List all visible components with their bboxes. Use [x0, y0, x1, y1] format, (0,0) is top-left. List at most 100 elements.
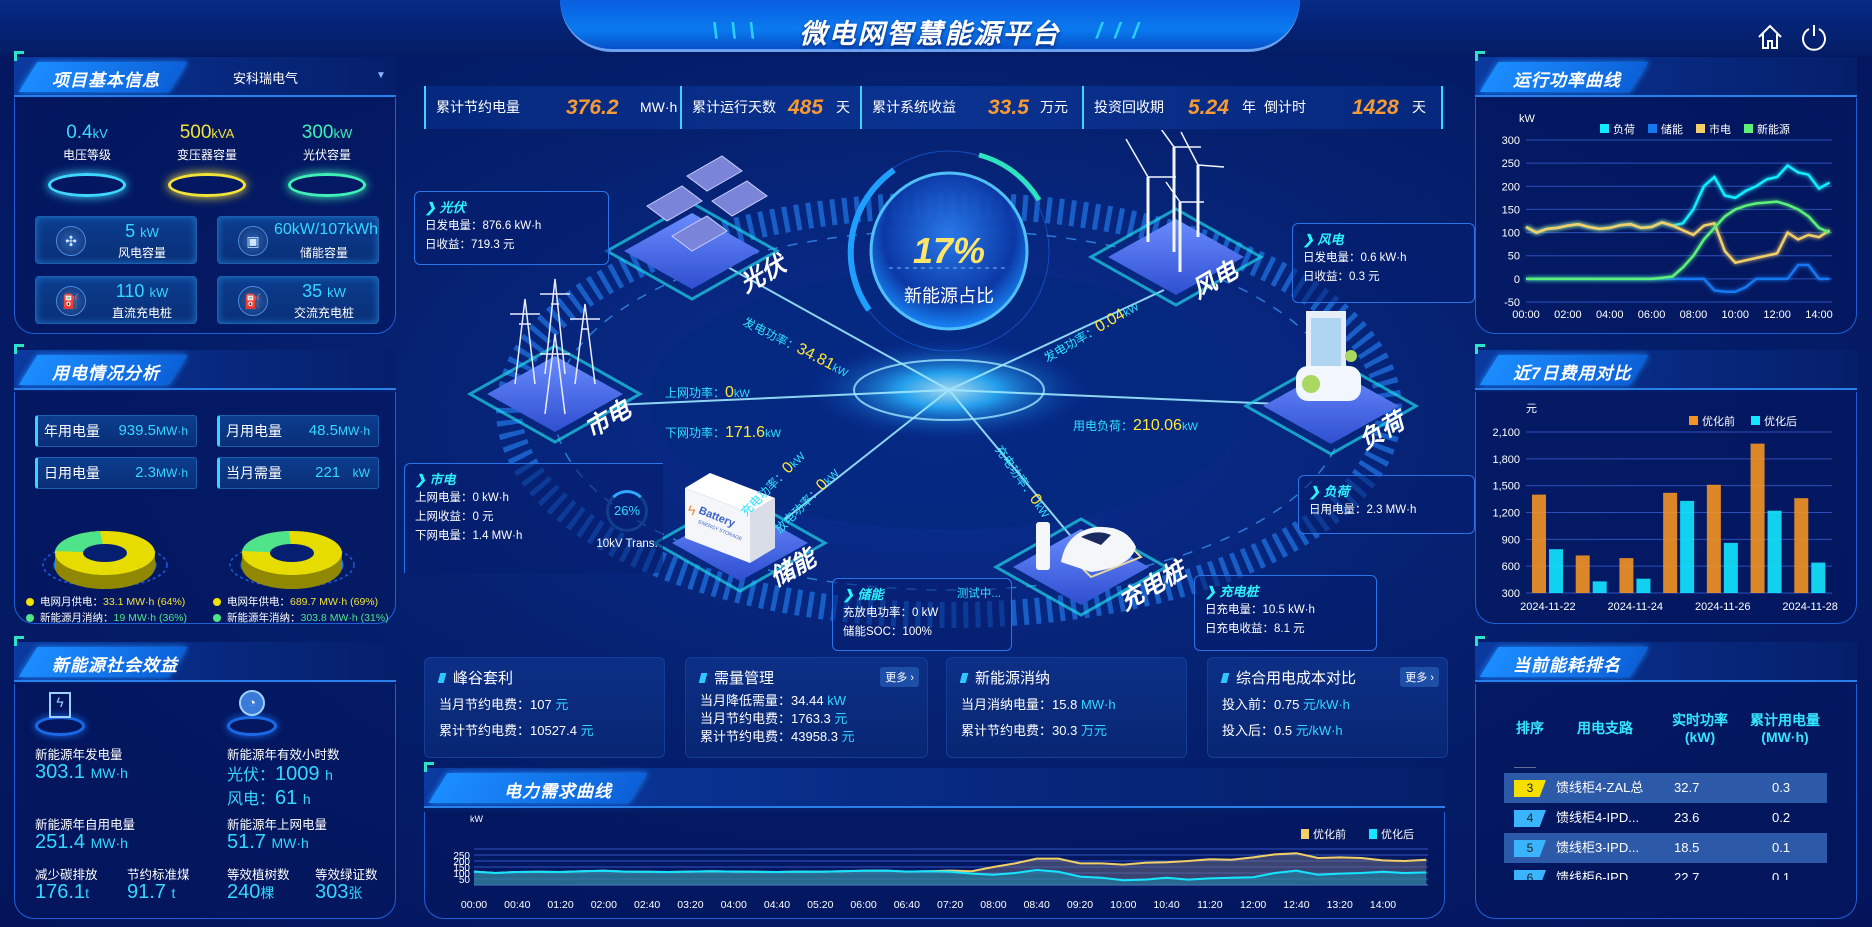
legend-grid-year: 电网年供电：689.7 MW·h (69%): [213, 594, 393, 609]
legend-swatch: [1648, 124, 1657, 133]
solar-panel-icon: [646, 155, 768, 252]
energy-flow-diagram: 17% 新能源占比 光伏 风电 市电 负荷: [466, 130, 1420, 628]
demand-curve-header: 电力需求曲线: [424, 762, 1445, 808]
x-tick-label: 13:20: [1327, 899, 1353, 911]
x-tick-label: 02:00: [1554, 309, 1582, 321]
flow-grid-up: 上网功率：0kW: [665, 384, 750, 401]
donut-year: [229, 531, 355, 589]
divider: [1514, 767, 1536, 768]
card-demand-management: 需量管理 更多 › 当月降低需量：34.44 kW 当月节约电费：1763.3 元…: [685, 657, 928, 758]
legend-newenergy-year: 新能源年消纳：303.8 MW·h (31%): [213, 610, 393, 625]
series-line-市电: [1525, 221, 1831, 265]
power-curve-body: [1475, 98, 1857, 334]
legend-swatch: [1696, 124, 1705, 133]
power-icon[interactable]: [1799, 22, 1829, 52]
transmission-tower-icon: [510, 278, 600, 415]
y-tick-label: 900: [1502, 534, 1520, 546]
chevron-down-icon[interactable]: ▼: [376, 70, 386, 81]
table-row[interactable]: 3 馈线柜4-ZAL总 32.7 0.3: [1504, 773, 1827, 803]
svg-text:ϟ: ϟ: [688, 502, 696, 518]
x-tick-label: 04:00: [1596, 309, 1624, 321]
more-button[interactable]: 更多 ›: [1400, 667, 1439, 687]
x-tick-label: 2024-11-26: [1695, 601, 1750, 613]
tile-wind-capacity: ✣ 5 kW 风电容量: [35, 216, 197, 264]
stat-run-days: 累计运行天数 485 天: [680, 86, 860, 129]
y-axis-unit: kW: [470, 814, 484, 824]
social-value: 光伏：1009 h: [227, 763, 333, 785]
series-line-负荷: [1525, 163, 1831, 234]
y-tick-label: 200: [453, 857, 470, 868]
table-row[interactable]: 4 馈线柜4-IPD... 23.6 0.2: [1504, 803, 1827, 833]
building-icon: [1296, 311, 1361, 401]
y-tick-label: 150: [1502, 204, 1520, 216]
panel-title: 近7日费用对比: [1513, 364, 1632, 383]
legend-label: 优化后: [1764, 414, 1797, 428]
social-value: 303张: [315, 881, 363, 903]
bar-优化前: [1750, 443, 1765, 593]
home-icon[interactable]: [1755, 22, 1785, 52]
charger-icon: ⛽: [238, 286, 268, 316]
company-select[interactable]: 安科瑞电气: [233, 71, 299, 86]
legend-swatch: [1369, 829, 1377, 839]
y-axis-unit: 元: [1526, 403, 1537, 415]
social-label: 新能源年自用电量: [35, 818, 136, 832]
bar-优化后: [1680, 500, 1695, 593]
flow-load: 用电负荷：210.06kW: [1073, 417, 1198, 434]
legend-label: 优化前: [1702, 414, 1735, 428]
power-generation-icon: ϟ: [31, 690, 89, 738]
table-row[interactable]: 5 馈线柜3-IPD... 18.5 0.1: [1504, 833, 1827, 863]
ranking-header: 当前能耗排名: [1475, 636, 1857, 682]
x-tick-label: 12:40: [1283, 899, 1309, 911]
corner-icon: [14, 636, 24, 646]
corner-icon: [1475, 51, 1485, 61]
series-line-优化后: [473, 868, 1427, 882]
corner-icon: [1475, 344, 1485, 354]
bar-优化后: [1767, 510, 1782, 593]
y-tick-label: 250: [453, 851, 470, 862]
battery-container-icon: Battery ENERGY STORAGE ϟ: [685, 473, 775, 563]
clock-icon: ◔: [223, 690, 281, 738]
stat-month-usage: 月用电量 48.5MW·h: [217, 415, 379, 447]
y-tick-label: 2,100: [1492, 427, 1520, 439]
donut-month: [42, 531, 168, 589]
title-decoration-left: \ \ \: [712, 18, 758, 43]
social-value: 240棵: [227, 881, 275, 903]
y-tick-label: 300: [1502, 135, 1520, 147]
series-area-优化后: [474, 870, 1427, 885]
x-tick-label: 00:00: [1512, 309, 1540, 321]
legend-label: 优化后: [1381, 827, 1414, 841]
bar-优化后: [1811, 562, 1826, 593]
bar-优化前: [1706, 484, 1721, 593]
tile-storage-capacity: ▣ 60kW/107kWh 储能容量: [217, 216, 379, 264]
x-tick-label: 04:00: [721, 899, 747, 911]
node-load: 负荷: [1242, 311, 1420, 456]
corner-icon: [14, 51, 24, 61]
x-tick-label: 06:00: [850, 899, 876, 911]
x-tick-label: 10:40: [1153, 899, 1179, 911]
legend-label: 优化前: [1313, 827, 1346, 841]
tile-ac-charger: ⛽ 35 kW 交流充电桩: [217, 276, 379, 324]
social-benefit-body: ϟ ◔ 新能源年发电量 303.1 MW·h 新能源年有效小时数 光伏：1009…: [14, 684, 396, 919]
social-benefit-header: 新能源社会效益: [14, 636, 396, 682]
legend-swatch: [1744, 124, 1753, 133]
legend-grid-month: 电网月供电：33.1 MW·h (64%): [26, 594, 185, 609]
tile-dc-charger: ⛽ 110 kW 直流充电桩: [35, 276, 197, 324]
x-tick-label: 02:40: [634, 899, 660, 911]
more-button[interactable]: 更多 ›: [880, 667, 919, 687]
y-tick-label: 1,800: [1492, 454, 1520, 466]
table-row[interactable]: 6 馈线柜6-IPD 22.7 0.1: [1504, 863, 1827, 880]
node-storage: Battery ENERGY STORAGE ϟ 储能: [651, 473, 829, 593]
x-tick-label: 08:00: [1680, 309, 1708, 321]
social-value: 251.4 MW·h: [35, 831, 128, 853]
panel-title: 新能源社会效益: [52, 656, 178, 675]
x-tick-label: 06:40: [894, 899, 920, 911]
corner-icon: [14, 344, 24, 354]
x-tick-label: 14:00: [1805, 309, 1833, 321]
x-tick-label: 12:00: [1763, 309, 1791, 321]
flow-grid-down: 下网功率：171.6kW: [665, 424, 781, 441]
y-tick-label: 600: [1502, 561, 1520, 573]
series-line-新能源: [1526, 200, 1831, 281]
card-peak-valley: 峰谷套利 当月节约电费：107 元 累计节约电费：10527.4 元: [424, 657, 665, 758]
